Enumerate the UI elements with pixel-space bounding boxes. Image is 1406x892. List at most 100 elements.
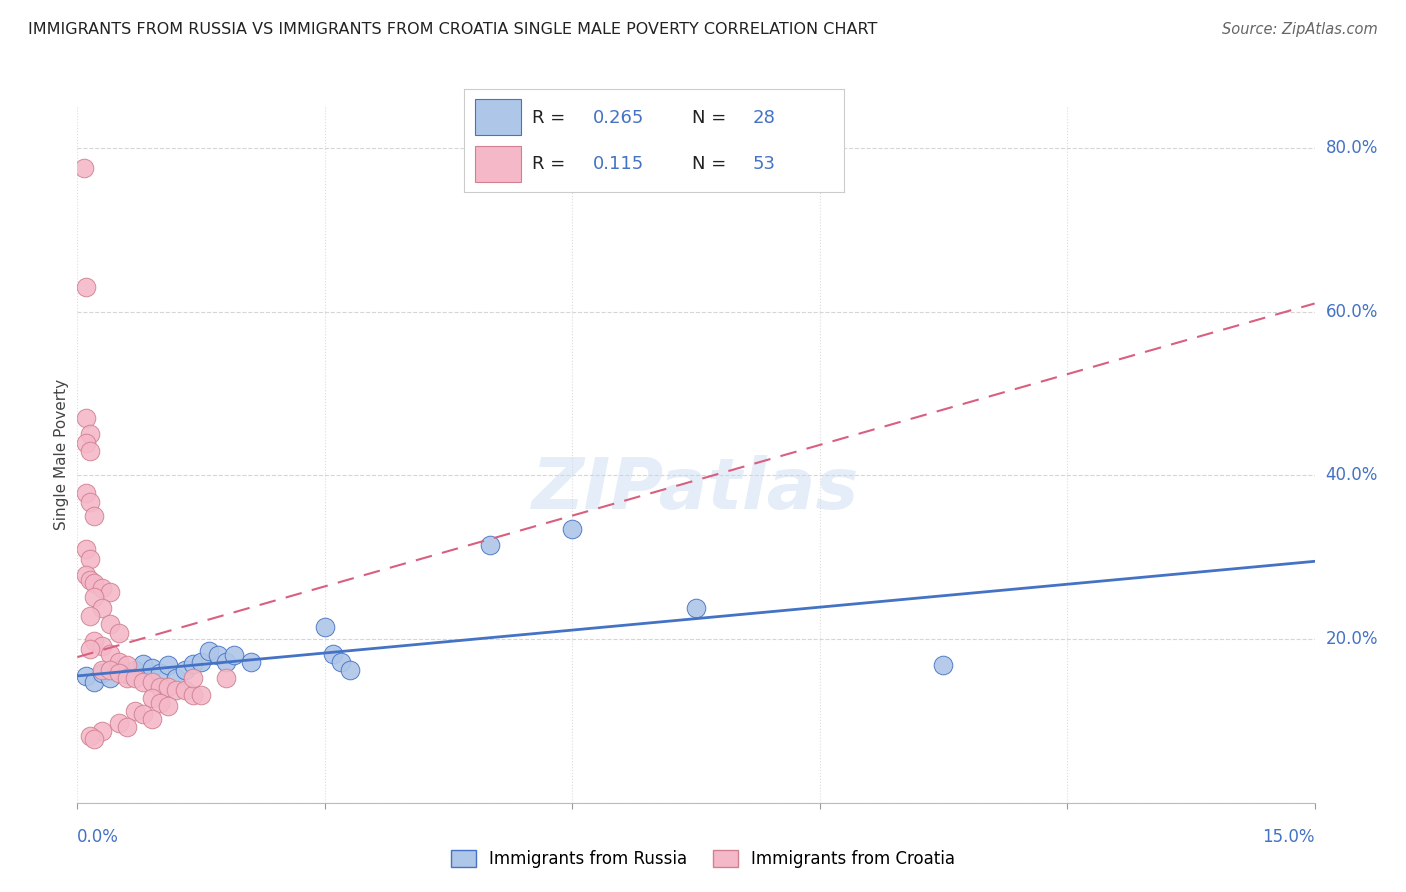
Point xyxy=(98,584,121,599)
Text: N =: N = xyxy=(692,109,731,127)
Point xyxy=(79,729,101,743)
Point xyxy=(98,617,121,632)
Text: 0.0%: 0.0% xyxy=(77,828,120,846)
Point xyxy=(239,655,262,669)
Point xyxy=(83,576,105,591)
Point xyxy=(83,674,105,689)
Point xyxy=(198,644,221,658)
Point xyxy=(107,663,129,677)
Point xyxy=(115,721,138,735)
Point xyxy=(165,672,187,686)
Text: Source: ZipAtlas.com: Source: ZipAtlas.com xyxy=(1222,22,1378,37)
Point xyxy=(83,590,105,604)
Point xyxy=(141,661,163,675)
Point xyxy=(73,161,96,176)
Point xyxy=(75,280,97,294)
Point xyxy=(157,699,180,714)
Point xyxy=(115,672,138,686)
Y-axis label: Single Male Poverty: Single Male Poverty xyxy=(53,379,69,531)
Point xyxy=(124,704,146,718)
Point xyxy=(215,655,238,669)
Text: R =: R = xyxy=(533,155,576,173)
Point xyxy=(141,691,163,706)
Point xyxy=(181,688,204,702)
Point xyxy=(190,688,212,702)
Point xyxy=(91,601,114,615)
Point xyxy=(98,647,121,661)
Point xyxy=(79,494,101,508)
Point xyxy=(322,647,344,661)
Point xyxy=(75,486,97,500)
Point xyxy=(222,648,245,663)
Point xyxy=(91,663,114,677)
Point xyxy=(215,672,238,686)
Point xyxy=(149,666,172,681)
Text: 15.0%: 15.0% xyxy=(1263,828,1315,846)
Point xyxy=(181,672,204,686)
FancyBboxPatch shape xyxy=(475,145,520,181)
Point xyxy=(314,620,336,634)
Point xyxy=(339,663,361,677)
Point xyxy=(124,672,146,686)
Point xyxy=(79,552,101,566)
Point xyxy=(132,657,155,671)
Text: 53: 53 xyxy=(752,155,776,173)
Point xyxy=(561,522,583,536)
Point xyxy=(149,680,172,694)
Point xyxy=(83,633,105,648)
Point xyxy=(165,682,187,697)
Point xyxy=(79,443,101,458)
Point xyxy=(107,666,129,681)
Point xyxy=(75,568,97,582)
Text: R =: R = xyxy=(533,109,571,127)
Point xyxy=(75,669,97,683)
Point xyxy=(157,680,180,694)
Point xyxy=(173,663,195,677)
Point xyxy=(932,658,955,673)
Point xyxy=(124,663,146,677)
Legend: Immigrants from Russia, Immigrants from Croatia: Immigrants from Russia, Immigrants from … xyxy=(444,843,962,875)
Point xyxy=(91,581,114,595)
Point xyxy=(83,509,105,524)
Text: ZIPatlas: ZIPatlas xyxy=(533,455,859,524)
Point xyxy=(107,625,129,640)
Point xyxy=(91,639,114,653)
Text: IMMIGRANTS FROM RUSSIA VS IMMIGRANTS FROM CROATIA SINGLE MALE POVERTY CORRELATIO: IMMIGRANTS FROM RUSSIA VS IMMIGRANTS FRO… xyxy=(28,22,877,37)
Point xyxy=(75,435,97,450)
Point xyxy=(79,573,101,587)
Point xyxy=(79,609,101,624)
Text: 0.265: 0.265 xyxy=(593,109,644,127)
Point xyxy=(98,672,121,686)
Point xyxy=(91,723,114,738)
Text: 20.0%: 20.0% xyxy=(1326,630,1378,648)
Point xyxy=(115,667,138,681)
Point xyxy=(149,696,172,710)
Point xyxy=(181,657,204,671)
Text: N =: N = xyxy=(692,155,731,173)
Point xyxy=(157,658,180,673)
Point xyxy=(79,641,101,656)
Point xyxy=(83,731,105,746)
Point xyxy=(115,658,138,673)
Point xyxy=(141,712,163,726)
Text: 28: 28 xyxy=(752,109,775,127)
Text: 80.0%: 80.0% xyxy=(1326,139,1378,157)
Point xyxy=(330,655,353,669)
Point xyxy=(75,411,97,425)
Point xyxy=(132,707,155,722)
Point xyxy=(132,674,155,689)
Point xyxy=(141,674,163,689)
Point xyxy=(107,715,129,730)
Text: 40.0%: 40.0% xyxy=(1326,467,1378,484)
Point xyxy=(685,601,707,615)
FancyBboxPatch shape xyxy=(475,99,520,136)
Point xyxy=(98,663,121,677)
Point xyxy=(207,648,229,663)
Point xyxy=(75,542,97,557)
Point xyxy=(173,682,195,697)
Point xyxy=(478,538,501,552)
Point xyxy=(107,655,129,669)
Point xyxy=(91,666,114,681)
Text: 60.0%: 60.0% xyxy=(1326,302,1378,321)
Point xyxy=(79,427,101,442)
